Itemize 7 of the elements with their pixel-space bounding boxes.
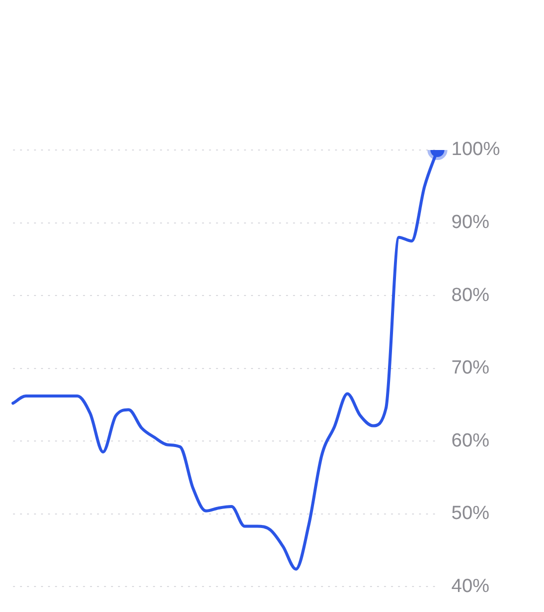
y-tick-label: 80% [451, 284, 490, 306]
y-tick-label: 100% [451, 139, 500, 160]
y-tick-label: 60% [451, 430, 490, 452]
y-tick-label: 40% [451, 576, 490, 597]
y-tick-label: 70% [451, 358, 490, 379]
y-tick-label: 50% [451, 503, 490, 524]
y-tick-label: 90% [451, 212, 490, 233]
